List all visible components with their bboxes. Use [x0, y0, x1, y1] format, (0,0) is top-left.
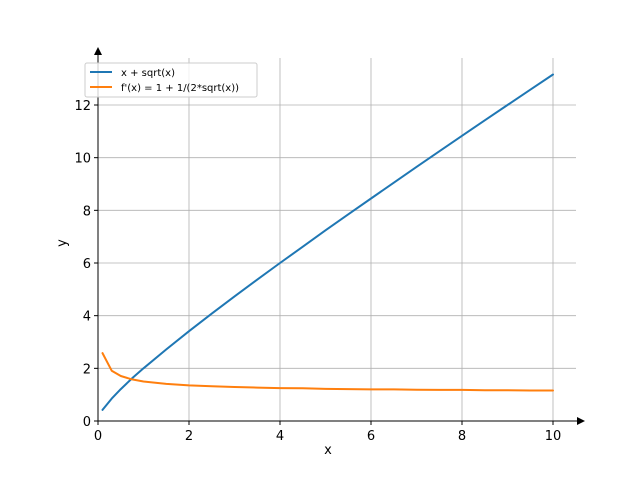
series-layer — [101, 73, 554, 411]
x-tick-label: 6 — [367, 429, 375, 444]
y-tick-label: 12 — [74, 99, 91, 114]
y-tick-label: 0 — [83, 415, 91, 430]
axes — [94, 47, 585, 425]
y-tick-label: 10 — [74, 152, 91, 167]
y-tick-label: 8 — [83, 204, 91, 219]
legend-label-series-1: x + sqrt(x) — [121, 68, 175, 79]
x-axis-arrow-icon — [577, 417, 585, 425]
legend-label-series-2: f'(x) = 1 + 1/(2*sqrt(x)) — [121, 83, 239, 94]
legend: x + sqrt(x) f'(x) = 1 + 1/(2*sqrt(x)) — [84, 62, 258, 98]
series-line-1 — [101, 73, 554, 411]
x-tick-label: 2 — [185, 429, 193, 444]
grid — [98, 58, 576, 421]
y-tick-label: 2 — [83, 362, 91, 377]
x-tick-label: 4 — [276, 429, 284, 444]
x-axis-label: x — [324, 443, 332, 458]
y-tick-label: 4 — [83, 310, 91, 325]
x-tick-label: 0 — [94, 429, 102, 444]
y-tick-label: 6 — [83, 257, 91, 272]
legend-box — [84, 62, 258, 98]
y-axis-arrow-icon — [94, 47, 102, 55]
x-tick-label: 8 — [458, 429, 466, 444]
x-tick-label: 10 — [545, 429, 562, 444]
y-axis-label: y — [55, 239, 70, 247]
ticks: 0 2 4 6 8 10 0 2 4 6 8 10 12 — [74, 99, 561, 444]
series-line-2 — [101, 352, 554, 392]
